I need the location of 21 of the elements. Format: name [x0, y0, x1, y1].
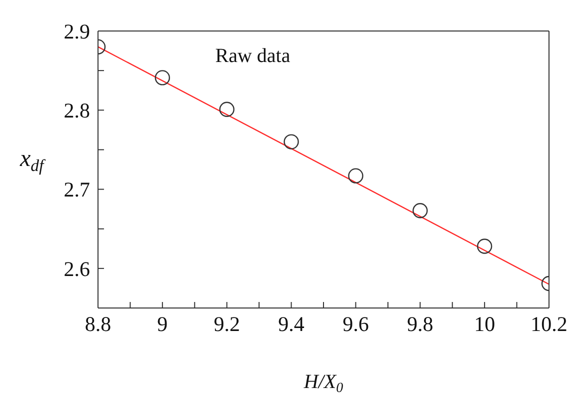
x-tick-label: 8.8 — [84, 312, 112, 336]
y-tick-label: 2.7 — [64, 178, 90, 202]
x-tick-label: 9.8 — [407, 312, 434, 336]
x-tick-label: 9.6 — [342, 312, 369, 336]
point — [219, 102, 234, 117]
y-tick-label: 2.6 — [64, 256, 90, 281]
point — [284, 134, 299, 150]
x-tick-label: 9 — [157, 312, 168, 336]
x-tick-label: 10 — [474, 312, 496, 336]
point — [476, 238, 492, 254]
y-tick-label: 2.9 — [64, 19, 90, 44]
x-tick-label: 10.2 — [530, 312, 568, 336]
point — [412, 203, 428, 218]
x-tick-label: 9.4 — [278, 312, 305, 336]
x-axis-title: H/X$_{0}$ — [302, 371, 344, 396]
x-tick-label: 9.2 — [214, 312, 240, 336]
y-axis-title: x$_{df}$ — [19, 146, 46, 176]
annotation: Raw data — [215, 45, 290, 67]
point — [348, 168, 364, 184]
point — [154, 70, 170, 86]
y-tick-label: 2.8 — [64, 98, 90, 123]
